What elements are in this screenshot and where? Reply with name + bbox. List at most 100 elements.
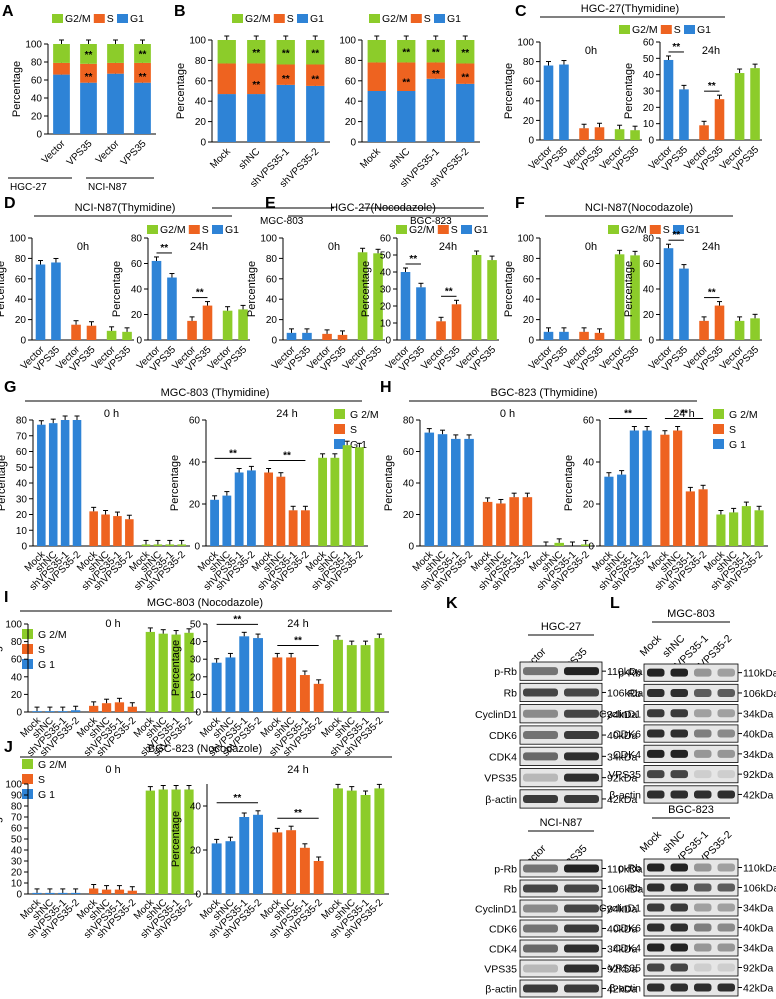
E-legend-swatch: [461, 225, 472, 234]
wb-band: [670, 923, 688, 932]
B2-group-label: BGC-823: [410, 216, 452, 227]
H-bar-1-G1-2: [629, 430, 639, 546]
C-1-y-tick-label: 60: [643, 38, 655, 49]
wb-size-label: 42kDa: [743, 983, 774, 995]
F-legend-label: S: [663, 224, 670, 236]
B1-legend-label: S: [287, 13, 294, 25]
G-1-y-tick-label: 40: [189, 458, 201, 469]
A-group-label: NCI-N87: [88, 182, 127, 193]
wb-protein-label: CDK6: [489, 730, 517, 742]
J-0-y-tick-label: 80: [11, 802, 23, 813]
I-0-y-tick-label: 100: [5, 620, 22, 631]
F-bar-0-1: [559, 331, 569, 340]
F-sub-label: 0h: [585, 241, 597, 253]
wb-protein-label: p-Rb: [618, 863, 641, 875]
D-1-y-tick-label: 60: [131, 259, 143, 270]
panel-label-L: L: [610, 595, 620, 612]
B1-y-tick-label: 80: [195, 56, 207, 67]
G-bar-0-G2M-2: [165, 544, 175, 546]
B2-bar-G2M-1: [397, 40, 416, 63]
H-1-y-tick-label: 40: [583, 458, 595, 469]
wb-band: [694, 883, 712, 892]
wb-protein-label: p-Rb: [494, 666, 517, 678]
H-legend-label: G 1: [729, 439, 746, 451]
panel-label-I: I: [4, 589, 8, 606]
A-sig: **: [85, 72, 93, 83]
wb-size-label: 34kDa: [607, 709, 638, 721]
C-title: HGC-27(Thymidine): [581, 3, 679, 15]
H-bar-1-G2M-1: [729, 512, 739, 546]
B2-legend-label: S: [424, 13, 431, 25]
wb-protein-label: Rb: [504, 884, 518, 896]
F-bar-0-3: [594, 332, 605, 340]
wb-band: [694, 729, 712, 738]
wb-cell-line: HGC-27: [541, 621, 581, 633]
I-0-y-tick-label: 0: [16, 708, 22, 719]
D-bar-0-5: [122, 331, 132, 340]
wb-protein-label: p-Rb: [618, 668, 641, 680]
wb-protein-label: CDK4: [489, 944, 517, 956]
G-bar-0-G2M-3: [177, 544, 186, 546]
H-bar-0-S-2: [509, 497, 519, 546]
B1-bar-G1-1: [247, 94, 266, 142]
I-legend-label: G 1: [38, 659, 55, 671]
A-sig: **: [85, 50, 93, 61]
E-1-y-tick-label: 40: [380, 268, 392, 279]
wb-size-label: 106kDa: [607, 687, 643, 699]
wb-size-label: 34kDa: [743, 903, 774, 915]
wb-band: [564, 984, 599, 993]
wb-size-label: 34kDa: [743, 943, 774, 955]
B2-y-tick-label: 60: [345, 76, 357, 87]
G-0-y-tick-label: 70: [16, 431, 28, 442]
A-legend-swatch: [93, 14, 105, 23]
B2-sig: **: [402, 47, 410, 58]
wb-band: [647, 749, 665, 758]
E-legend-label: G1: [474, 224, 488, 236]
B2-y-tick-label: 80: [345, 56, 357, 67]
I-bar-0-G1-1: [45, 711, 55, 712]
E-0-y-label: Percentage: [246, 261, 258, 317]
G-bar-1-G1-1: [222, 495, 232, 546]
wb-band: [523, 864, 558, 873]
panel-label-A: A: [2, 3, 14, 20]
A-legend-swatch: [52, 14, 63, 23]
J-title: BGC-823 (Nocodazole): [148, 743, 262, 755]
wb-band: [717, 668, 735, 677]
E-sub-label: 0h: [328, 241, 340, 253]
A-y-tick-label: 100: [25, 40, 42, 51]
B1-bar-G2M-0: [217, 40, 236, 64]
D-legend-label: S: [202, 224, 209, 236]
B2-bar-S-0: [367, 62, 386, 91]
wb-size-label: 40kDa: [743, 729, 774, 741]
wb-band: [670, 729, 688, 738]
B1-y-tick-label: 100: [189, 36, 206, 47]
I-0-y-tick-label: 60: [11, 655, 23, 666]
A-bar-G2M-1: [80, 44, 97, 64]
F-bar-1-3: [714, 305, 725, 340]
J-legend-label: G 1: [38, 789, 55, 801]
C-1-y-tick-label: 0: [648, 136, 654, 147]
wb-band: [523, 688, 558, 697]
G-0-y-tick-label: 60: [16, 447, 28, 458]
wb-band: [670, 863, 688, 872]
C-bar-0-4: [614, 129, 625, 140]
panel-label-G: G: [4, 379, 16, 396]
wb-protein-label: VPS35: [608, 963, 641, 975]
B2-sig: **: [432, 69, 440, 80]
wb-band: [523, 709, 558, 718]
J-bar-0-S-1: [101, 889, 112, 894]
J-legend-label: S: [38, 774, 45, 786]
wb-band: [647, 709, 665, 718]
J-bar-0-G2M-2: [171, 789, 181, 894]
wb-protein-label: VPS35: [484, 773, 517, 785]
wb-band: [694, 749, 712, 758]
C-0-y-tick-label: 60: [523, 77, 535, 88]
E-bar-1-0: [400, 272, 411, 340]
B1-bar-G1-2: [276, 84, 295, 142]
H-title: BGC-823 (Thymidine): [491, 387, 598, 399]
G-bar-0-G1-1: [48, 423, 58, 546]
J-0-y-tick-label: 60: [11, 824, 23, 835]
wb-band: [647, 923, 665, 932]
E-0-y-tick-label: 0: [271, 336, 277, 347]
F-title: NCI-N87(Nocodazole): [585, 202, 693, 214]
